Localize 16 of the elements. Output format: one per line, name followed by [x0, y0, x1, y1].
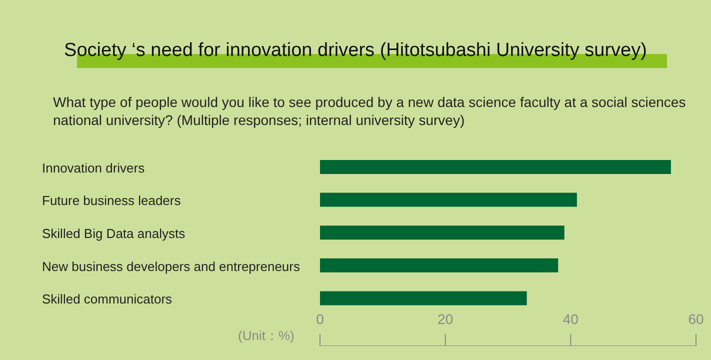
y-tick-label: New business developers and entrepreneurs — [42, 258, 300, 274]
bar — [320, 291, 527, 306]
y-tick-label: Innovation drivers — [42, 160, 146, 176]
bar — [320, 160, 671, 174]
x-tick-label: 40 — [562, 311, 579, 327]
x-tick-label: 0 — [316, 311, 324, 327]
bar — [320, 192, 577, 207]
y-tick-label: Skilled communicators — [42, 292, 173, 307]
chart-subtitle: What type of people would you like to see produced by a new data science faculty at a social sciences national university? (Multiple responses; internal university survey) — [53, 93, 687, 129]
x-tick-label: 20 — [438, 311, 454, 327]
y-tick-label: Skilled Big Data analysts — [42, 226, 186, 241]
x-tick-label: 60 — [688, 311, 704, 327]
text: (Unit：%) — [238, 327, 294, 345]
y-tick-label: Future business leaders — [42, 193, 182, 208]
bar — [320, 258, 558, 272]
bar — [320, 226, 564, 240]
